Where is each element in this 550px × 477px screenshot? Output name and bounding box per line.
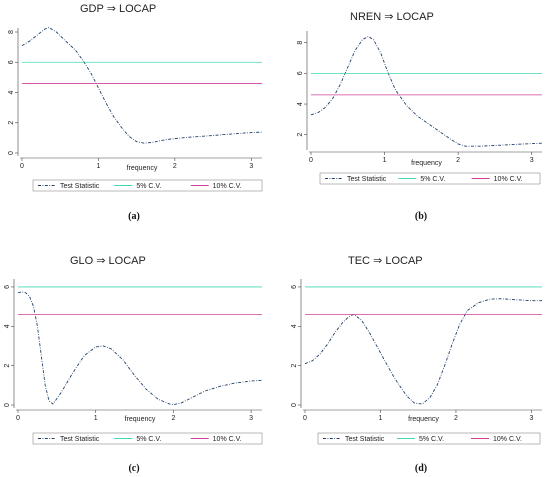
x-tick-label: 2	[173, 163, 177, 170]
x-tick-label: 3	[249, 163, 253, 170]
legend-label: Test Statistic	[347, 176, 387, 183]
x-tick-label: 2	[454, 415, 458, 422]
chart-title: TEC ⇒ LOCAP	[348, 255, 423, 267]
legend-label: 5% C.V.	[136, 183, 161, 190]
x-tick-label: 1	[383, 157, 387, 164]
series-line-test-statistic	[21, 26, 263, 144]
panel-caption: (c)	[128, 463, 139, 474]
x-tick-label: 1	[379, 415, 383, 422]
x-tick-label: 2	[456, 157, 460, 164]
y-tick-label: 2	[291, 364, 298, 368]
legend-box	[32, 432, 263, 445]
x-axis-label: frequency	[127, 165, 158, 172]
x-tick-label: 3	[249, 415, 253, 422]
chart-panel-1: GDP ⇒ LOCAP 0 2 4 6 8 0 1 2 3 frequency Test Statis…	[8, 3, 263, 222]
y-tick-label: 2	[8, 121, 15, 125]
x-axis-label: frequency	[411, 160, 442, 167]
y-tick-label: 0	[8, 151, 15, 155]
y-tick-label: 4	[8, 90, 15, 94]
x-tick-label: 0	[16, 415, 20, 422]
legend: Test Statistic 5% C.V. 10% C.V.	[317, 432, 541, 445]
panel-caption: (d)	[415, 463, 427, 474]
legend: Test Statistic 5% C.V. 10% C.V.	[32, 179, 263, 192]
legend: Test Statistic 5% C.V. 10% C.V.	[32, 432, 263, 445]
y-tick-label: 4	[4, 324, 11, 328]
x-tick-label: 1	[94, 415, 98, 422]
y-tick-label: 6	[291, 285, 298, 289]
legend-label: Test Statistic	[60, 183, 100, 190]
y-tick-label: 6	[4, 285, 11, 289]
y-tick-label: 8	[8, 30, 15, 34]
x-tick-label: 3	[529, 415, 533, 422]
y-tick-label: 6	[8, 60, 15, 64]
chart-title: GLO ⇒ LOCAP	[70, 255, 146, 267]
x-tick-label: 0	[309, 157, 313, 164]
legend-label: 5% C.V.	[420, 176, 445, 183]
legend-box	[317, 432, 541, 445]
chart-panel-2: NREN ⇒ LOCAP 2 4 6 8 0 1 2 3 frequency Test Statis…	[297, 11, 543, 222]
y-tick-label: 0	[4, 403, 11, 407]
legend-label: 5% C.V.	[136, 436, 161, 443]
legend-label: 5% C.V.	[419, 436, 444, 443]
panel-caption: (b)	[415, 211, 427, 222]
y-tick-label: 6	[297, 71, 304, 75]
legend-label: 10% C.V.	[493, 436, 522, 443]
series-line-test-statistic	[17, 291, 263, 406]
legend-box	[32, 179, 263, 192]
x-axis-label: frequency	[408, 416, 439, 423]
legend-label: Test Statistic	[345, 436, 385, 443]
y-tick-label: 0	[291, 403, 298, 407]
legend-label: 10% C.V.	[494, 176, 523, 183]
chart-title: NREN ⇒ LOCAP	[350, 11, 434, 23]
y-tick-label: 2	[4, 364, 11, 368]
legend-label: Test Statistic	[60, 436, 100, 443]
x-axis-label: frequency	[125, 416, 156, 423]
x-tick-label: 0	[303, 415, 307, 422]
panel-caption: (a)	[128, 211, 140, 222]
x-tick-label: 0	[20, 163, 24, 170]
x-tick-label: 1	[96, 163, 100, 170]
x-tick-label: 2	[171, 415, 175, 422]
legend-label: 10% C.V.	[213, 436, 242, 443]
y-tick-label: 4	[297, 102, 304, 106]
legend-label: 10% C.V.	[213, 183, 242, 190]
x-tick-label: 3	[530, 157, 534, 164]
chart-panel-3: GLO ⇒ LOCAP 0 2 4 6 0 1 2 3 frequency Test Statist…	[4, 255, 263, 474]
legend-box	[319, 172, 541, 185]
y-tick-label: 4	[291, 324, 298, 328]
y-tick-label: 2	[297, 133, 304, 137]
chart-panel-4: TEC ⇒ LOCAP 0 2 4 6 0 1 2 3 frequency Test Statist…	[291, 255, 542, 474]
legend: Test Statistic 5% C.V. 10% C.V.	[319, 172, 541, 185]
y-tick-label: 8	[297, 41, 304, 45]
chart-title: GDP ⇒ LOCAP	[80, 3, 156, 15]
series-line-test-statistic	[310, 36, 543, 147]
